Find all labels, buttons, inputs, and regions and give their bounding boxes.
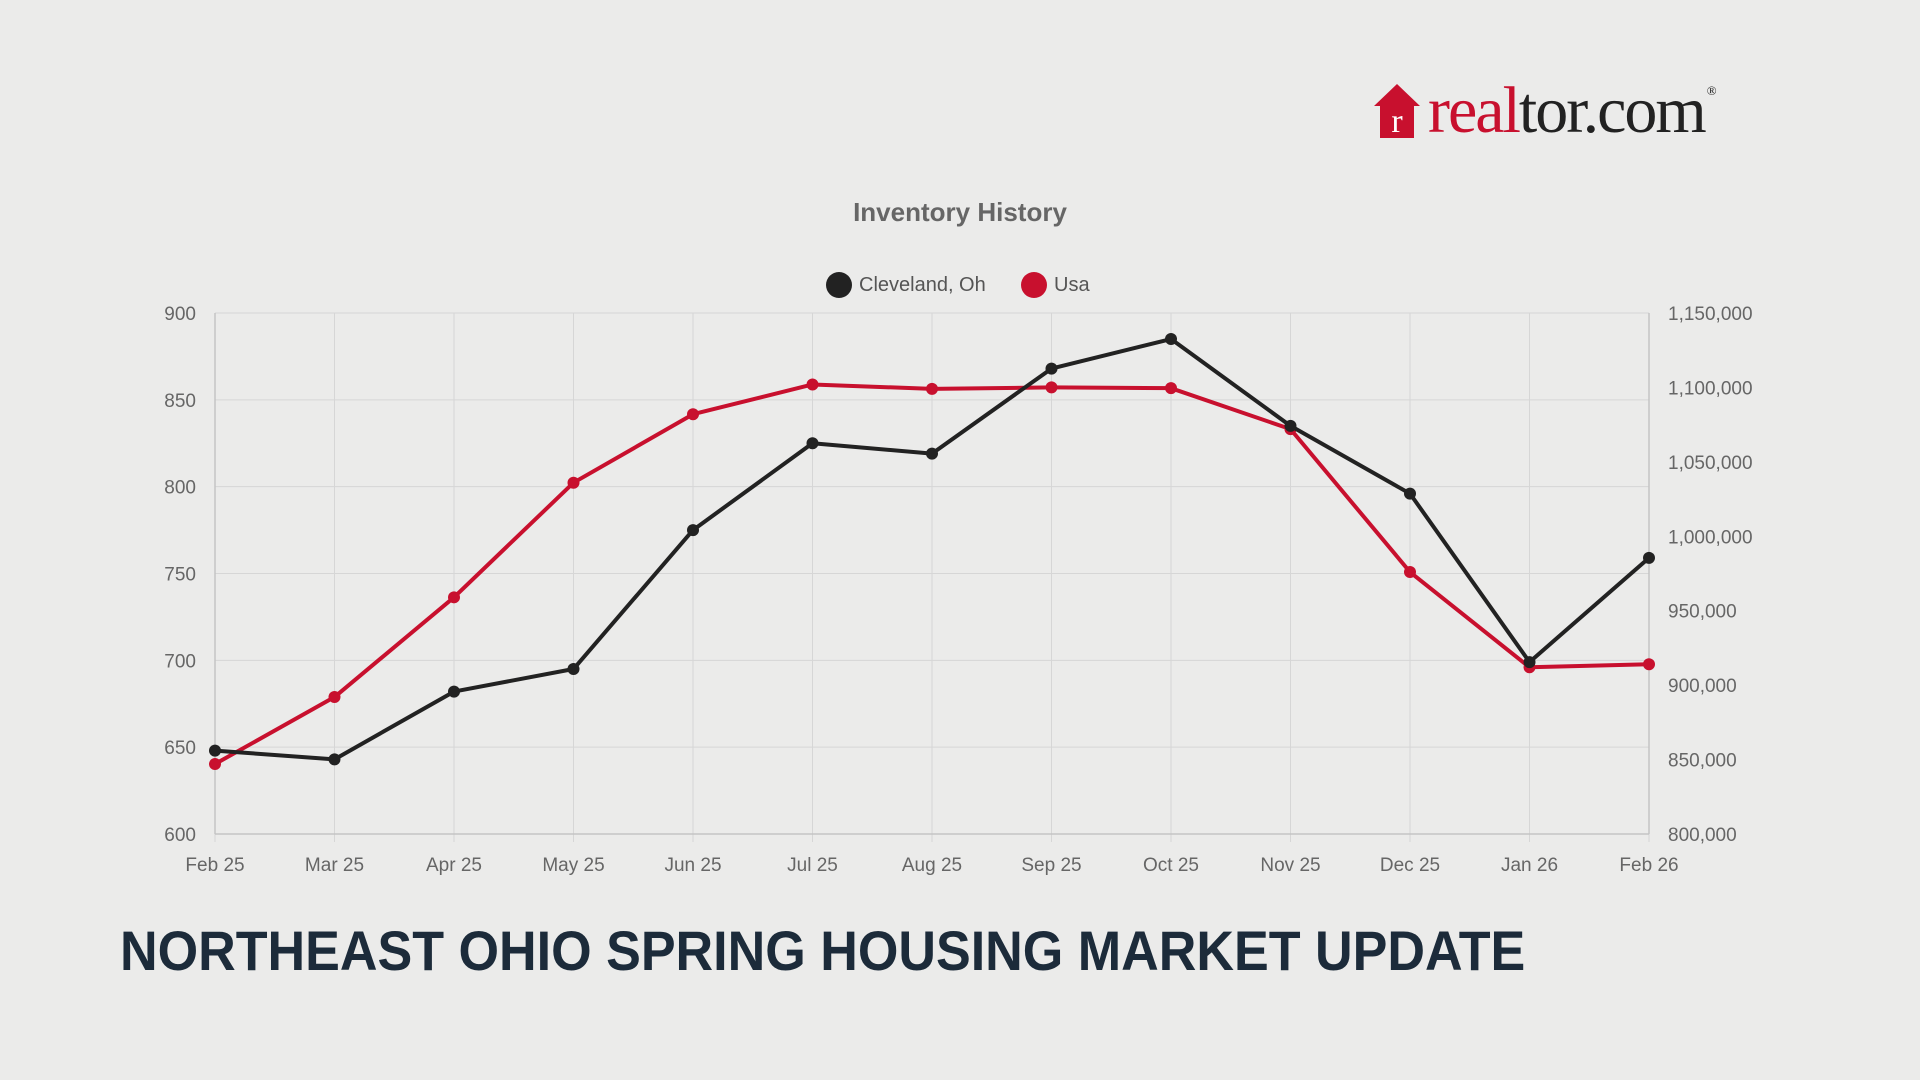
x-tick-label: Dec 25 <box>1380 855 1440 876</box>
chart-series <box>209 333 1655 771</box>
x-tick-label: Jul 25 <box>787 855 838 876</box>
y-left-tick-label: 700 <box>164 651 196 672</box>
y-right-tick-label: 850,000 <box>1668 751 1737 772</box>
data-point-usa <box>1165 382 1177 395</box>
legend-marker <box>1021 272 1047 298</box>
x-tick-label: Feb 25 <box>185 855 244 876</box>
x-tick-label: Aug 25 <box>902 855 962 876</box>
data-point-usa <box>1404 566 1416 579</box>
legend-label: Usa <box>1054 274 1090 296</box>
data-point-usa <box>687 408 699 421</box>
data-point-cleveland-oh <box>687 524 699 537</box>
data-point-cleveland-oh <box>1284 419 1297 432</box>
y-right-tick-label: 1,150,000 <box>1668 304 1753 325</box>
registered-mark: ® <box>1706 83 1717 98</box>
x-tick-label: Jan 26 <box>1501 855 1558 876</box>
legend-marker <box>826 272 852 298</box>
y-left-tick-label: 800 <box>164 478 196 499</box>
svg-text:r: r <box>1391 103 1403 140</box>
data-point-usa <box>567 476 580 489</box>
x-tick-label: Feb 26 <box>1619 855 1678 876</box>
y-right-tick-label: 900,000 <box>1668 676 1737 697</box>
y-left-tick-label: 750 <box>164 565 196 586</box>
data-point-cleveland-oh <box>1045 362 1058 375</box>
y-left-tick-label: 900 <box>164 304 196 325</box>
data-point-usa <box>328 691 341 704</box>
logo-wordmark-red: real <box>1428 74 1521 147</box>
chart-legend: Cleveland, Oh Usa <box>826 272 1090 298</box>
data-point-cleveland-oh <box>926 447 938 460</box>
legend-label: Cleveland, Oh <box>859 274 986 296</box>
chart-title: Inventory History <box>853 197 1067 227</box>
data-point-usa <box>1045 381 1058 394</box>
data-point-cleveland-oh <box>448 685 460 698</box>
y-right-tick-label: 1,000,000 <box>1668 527 1753 548</box>
x-tick-label: Sep 25 <box>1021 855 1081 876</box>
logo-wordmark: realtor.com ® <box>1428 78 1717 144</box>
y-left-tick-label: 650 <box>164 738 196 759</box>
data-point-usa <box>806 378 819 391</box>
x-tick-label: Apr 25 <box>426 855 482 876</box>
x-tick-label: Jun 25 <box>664 855 721 876</box>
chart-axes: 900 850 800 750 700 650 600 1,150,000 1,100,000 1… <box>164 304 1752 876</box>
x-tick-label: Mar 25 <box>305 855 364 876</box>
data-point-cleveland-oh <box>1523 656 1536 669</box>
x-tick-label: Oct 25 <box>1143 855 1199 876</box>
data-point-cleveland-oh <box>1404 487 1416 500</box>
y-right-tick-label: 1,100,000 <box>1668 378 1753 399</box>
y-left-tick-label: 600 <box>164 825 196 846</box>
data-point-usa <box>926 382 938 395</box>
data-point-usa <box>209 758 221 771</box>
data-point-cleveland-oh <box>1643 551 1655 564</box>
y-right-tick-label: 800,000 <box>1668 825 1737 846</box>
data-point-cleveland-oh <box>567 663 580 676</box>
inventory-history-chart: Inventory History Cleveland, Oh Usa 900 85… <box>164 197 1752 876</box>
y-right-tick-label: 950,000 <box>1668 602 1737 623</box>
headline: NORTHEAST OHIO SPRING HOUSING MARKET UPD… <box>120 919 1526 982</box>
data-point-cleveland-oh <box>806 437 819 450</box>
data-point-usa <box>1643 658 1655 671</box>
logo-wordmark-dark: tor.com <box>1518 74 1707 147</box>
data-point-cleveland-oh <box>209 744 221 757</box>
data-point-cleveland-oh <box>328 753 341 766</box>
x-tick-label: Nov 25 <box>1260 855 1320 876</box>
y-right-tick-label: 1,050,000 <box>1668 453 1753 474</box>
y-left-tick-label: 850 <box>164 391 196 412</box>
house-logo-icon: r <box>1374 84 1420 140</box>
x-tick-label: May 25 <box>542 855 604 876</box>
data-point-usa <box>448 591 460 604</box>
data-point-cleveland-oh <box>1165 333 1177 346</box>
realtor-logo: r realtor.com ® <box>1372 78 1717 144</box>
